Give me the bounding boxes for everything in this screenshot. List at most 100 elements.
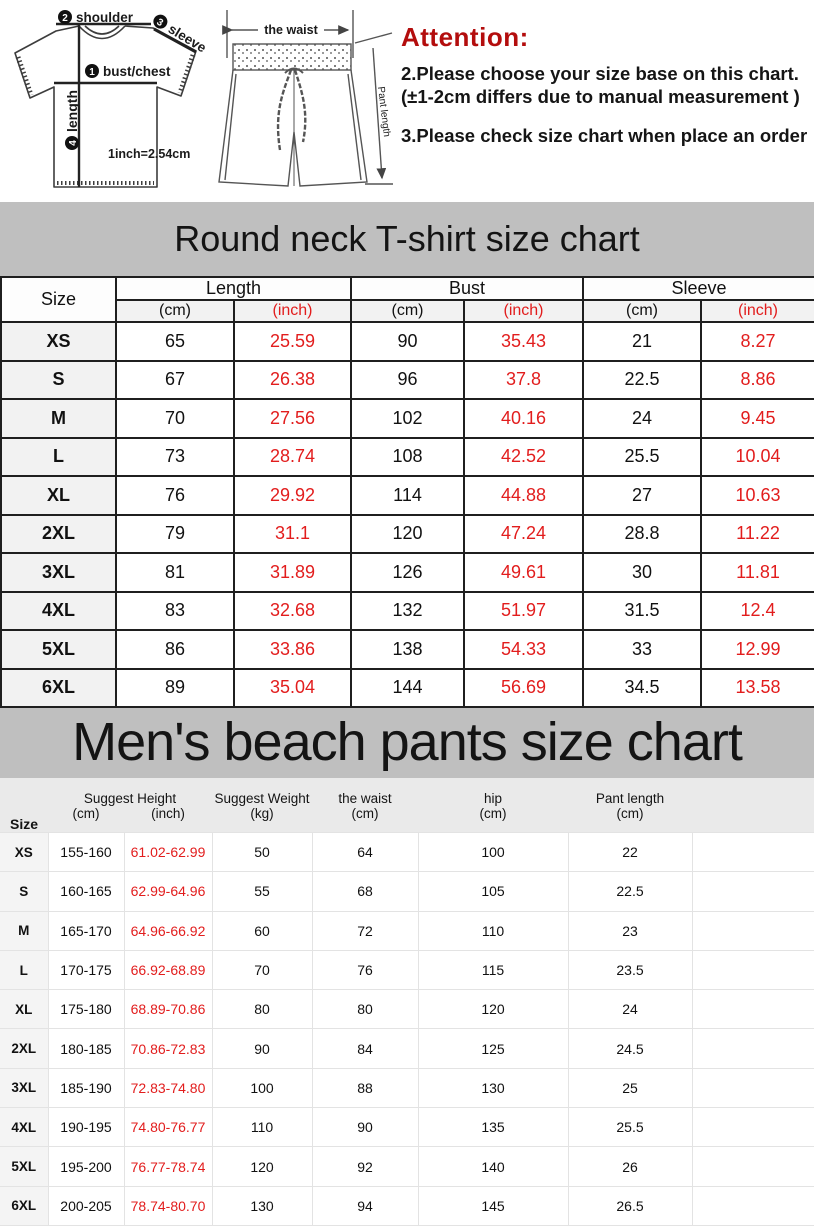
inch-conversion-note: 1inch=2.54cm — [108, 147, 190, 161]
pants-table-row: 3XL 185-190 72.83-74.80 100 88 130 25 — [0, 1067, 814, 1109]
size-cell: S — [0, 359, 117, 400]
pants-size-table: Size Suggest Height Suggest Weight the w… — [0, 778, 814, 1226]
pant-length-cell: 26.5 — [567, 1185, 693, 1226]
height-cm-cell: 175-180 — [47, 989, 125, 1030]
size-cell: 3XL — [0, 1067, 49, 1109]
empty-cell — [691, 949, 814, 991]
right-side-seam — [347, 73, 362, 181]
tshirt-collar-inner — [84, 25, 120, 35]
empty-cell — [691, 1146, 814, 1187]
size-cell: 5XL — [0, 1146, 49, 1187]
pants-table-row: M 165-170 64.96-66.92 60 72 110 23 — [0, 910, 814, 951]
hip-cm-unit: (cm) — [418, 806, 568, 833]
waist-cell: 80 — [311, 989, 419, 1030]
sleeve-cm-cell: 34.5 — [582, 667, 702, 708]
sleeve-inch-cell: 8.86 — [699, 359, 814, 400]
attention-notes: Attention: 2.Please choose your size bas… — [393, 0, 814, 202]
pant-length-cell: 24.5 — [567, 1028, 693, 1069]
sleeve-cm-unit: (cm) — [582, 299, 702, 323]
tshirt-chart-title: Round neck T-shirt size chart — [0, 202, 814, 276]
bust-cm-cell: 108 — [350, 436, 465, 477]
drawstring-left — [276, 69, 293, 151]
hip-cell: 130 — [417, 1067, 569, 1109]
sleeve-inch-cell: 12.99 — [699, 629, 814, 670]
length-inch-cell: 31.1 — [233, 513, 352, 554]
bust-cm-cell: 138 — [350, 629, 465, 670]
length-group-header: Length — [115, 276, 352, 301]
length-inch-cell: 31.89 — [233, 552, 352, 593]
length-inch-cell: 33.86 — [233, 629, 352, 670]
bust-inch-cell: 56.69 — [463, 667, 584, 708]
sleeve-inch-cell: 9.45 — [699, 398, 814, 439]
tshirt-table-body: XS 65 25.59 90 35.43 21 8.27 S 67 26.38 … — [0, 321, 814, 708]
waist-cell: 72 — [311, 910, 419, 951]
pant-length-cm-unit: (cm) — [568, 806, 692, 833]
waist-cell: 76 — [311, 949, 419, 991]
waist-cell: 94 — [311, 1185, 419, 1226]
bust-inch-unit: (inch) — [463, 299, 584, 323]
length-inch-unit: (inch) — [233, 299, 352, 323]
sleeve-inch-unit: (inch) — [699, 299, 814, 323]
pant-length-cell: 23 — [567, 910, 693, 951]
length-inch-cell: 28.74 — [233, 436, 352, 477]
pants-table-row: 2XL 180-185 70.86-72.83 90 84 125 24.5 — [0, 1028, 814, 1069]
height-cm-cell: 155-160 — [47, 831, 125, 873]
pants-size-column-header: Size — [0, 778, 48, 833]
bust-inch-cell: 51.97 — [463, 590, 584, 631]
size-cell: L — [0, 949, 49, 991]
empty-cell — [691, 1028, 814, 1069]
height-inch-cell: 72.83-74.80 — [123, 1067, 213, 1109]
bust-inch-cell: 35.43 — [463, 321, 584, 362]
tshirt-table-row: 2XL 79 31.1 120 47.24 28.8 11.22 — [0, 513, 814, 554]
waist-cell: 84 — [311, 1028, 419, 1069]
sleeve-cm-cell: 25.5 — [582, 436, 702, 477]
empty-header — [692, 778, 814, 833]
weight-cell: 120 — [211, 1146, 313, 1187]
sleeve-cm-cell: 33 — [582, 629, 702, 670]
tshirt-table-row: M 70 27.56 102 40.16 24 9.45 — [0, 398, 814, 439]
bust-inch-cell: 49.61 — [463, 552, 584, 593]
weight-cell: 130 — [211, 1185, 313, 1226]
attention-note-3: 3.Please check size chart when place an … — [401, 124, 808, 146]
height-inch-cell: 61.02-62.99 — [123, 831, 213, 873]
bust-inch-cell: 47.24 — [463, 513, 584, 554]
pants-table-row: 6XL 200-205 78.74-80.70 130 94 145 26.5 — [0, 1185, 814, 1226]
height-cm-unit: (cm) — [48, 806, 124, 833]
size-cell: XS — [0, 321, 117, 362]
size-cell: 4XL — [0, 590, 117, 631]
size-cell: XS — [0, 831, 49, 873]
tshirt-diagram: 2 shoulder 3 sleeve 1 bust/chest 4 lengt… — [14, 10, 205, 188]
pants-table-row: XL 175-180 68.89-70.86 80 80 120 24 — [0, 989, 814, 1030]
bust-marker: 1 bust/chest — [85, 64, 171, 79]
svg-text:1: 1 — [89, 67, 95, 78]
length-cm-cell: 76 — [115, 475, 235, 516]
sleeve-marker: 3 sleeve — [153, 14, 205, 56]
pant-length-cell: 23.5 — [567, 949, 693, 991]
waistband — [232, 43, 352, 71]
shorts-outline — [218, 69, 368, 187]
pants-chart-title: Men's beach pants size chart — [0, 708, 814, 778]
size-column-header: Size — [0, 276, 117, 323]
length-inch-cell: 26.38 — [233, 359, 352, 400]
size-cell: 3XL — [0, 552, 117, 593]
sleeve-cm-cell: 22.5 — [582, 359, 702, 400]
pants-table-body: XS 155-160 61.02-62.99 50 64 100 22 S 16… — [0, 831, 814, 1226]
pants-table-row: L 170-175 66.92-68.89 70 76 115 23.5 — [0, 949, 814, 991]
waist-label: the waist — [264, 23, 318, 37]
size-cell: 4XL — [0, 1107, 49, 1148]
tshirt-unit-header-row: (cm) (inch) (cm) (inch) (cm) (inch) — [1, 299, 814, 323]
size-cell: M — [0, 398, 117, 439]
sleeve-cm-cell: 28.8 — [582, 513, 702, 554]
pant-length-cell: 25.5 — [567, 1107, 693, 1148]
sleeve-cm-cell: 30 — [582, 552, 702, 593]
bust-inch-cell: 54.33 — [463, 629, 584, 670]
bust-cm-cell: 102 — [350, 398, 465, 439]
height-inch-cell: 70.86-72.83 — [123, 1028, 213, 1069]
bust-group-header: Bust — [350, 276, 584, 301]
sleeve-cm-cell: 21 — [582, 321, 702, 362]
left-side-seam — [224, 73, 237, 181]
sleeve-inch-cell: 8.27 — [699, 321, 814, 362]
tshirt-table-row: 5XL 86 33.86 138 54.33 33 12.99 — [0, 629, 814, 670]
sleeve-inch-cell: 12.4 — [699, 590, 814, 631]
weight-cell: 100 — [211, 1067, 313, 1109]
